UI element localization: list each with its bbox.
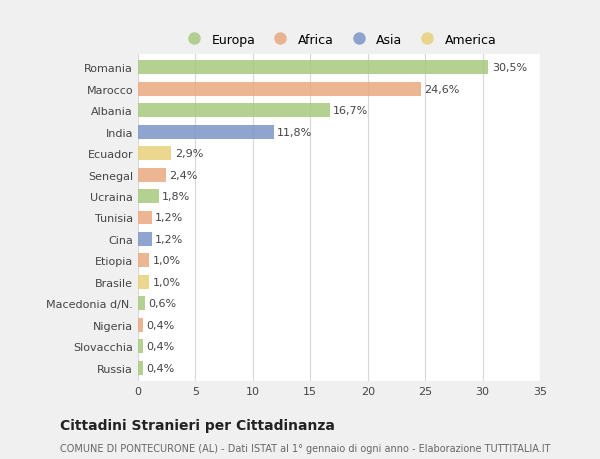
Bar <box>138 61 488 75</box>
Bar <box>138 254 149 268</box>
Text: 1,2%: 1,2% <box>155 213 184 223</box>
Text: 1,8%: 1,8% <box>162 191 190 202</box>
Text: Cittadini Stranieri per Cittadinanza: Cittadini Stranieri per Cittadinanza <box>60 418 335 432</box>
Text: 24,6%: 24,6% <box>424 84 460 95</box>
Text: 2,9%: 2,9% <box>175 149 203 159</box>
Bar <box>138 211 152 225</box>
Bar <box>138 190 158 203</box>
Text: 11,8%: 11,8% <box>277 127 312 137</box>
Text: 2,4%: 2,4% <box>169 170 197 180</box>
Text: 0,6%: 0,6% <box>148 299 176 309</box>
Bar <box>138 104 330 118</box>
Bar <box>138 361 143 375</box>
Bar <box>138 275 149 289</box>
Bar <box>138 147 172 161</box>
Bar <box>138 233 152 246</box>
Text: 30,5%: 30,5% <box>492 63 527 73</box>
Text: 0,4%: 0,4% <box>146 320 174 330</box>
Text: 16,7%: 16,7% <box>333 106 368 116</box>
Bar <box>138 168 166 182</box>
Text: 1,0%: 1,0% <box>153 256 181 266</box>
Text: 0,4%: 0,4% <box>146 363 174 373</box>
Text: 0,4%: 0,4% <box>146 341 174 352</box>
Bar <box>138 83 421 96</box>
Legend: Europa, Africa, Asia, America: Europa, Africa, Asia, America <box>176 29 502 52</box>
Text: 1,0%: 1,0% <box>153 277 181 287</box>
Bar <box>138 318 143 332</box>
Text: COMUNE DI PONTECURONE (AL) - Dati ISTAT al 1° gennaio di ogni anno - Elaborazion: COMUNE DI PONTECURONE (AL) - Dati ISTAT … <box>60 443 551 453</box>
Bar <box>138 125 274 139</box>
Bar <box>138 340 143 353</box>
Text: 1,2%: 1,2% <box>155 235 184 245</box>
Bar <box>138 297 145 311</box>
